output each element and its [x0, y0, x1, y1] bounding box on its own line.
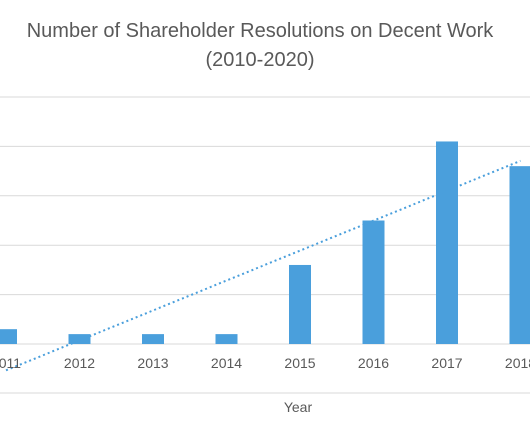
bar-2014	[215, 334, 238, 344]
x-tick-label: 2011	[0, 355, 21, 371]
chart-title: Number of Shareholder Resolutions on Dec…	[26, 20, 494, 42]
bar-2015	[289, 264, 311, 344]
bar-2017	[436, 141, 458, 344]
x-tick-labels: 2011 2012 2013 2014 2015 2016 2017 2018	[0, 355, 530, 371]
x-tick-label: 2013	[137, 355, 168, 371]
x-tick-label: 2015	[284, 355, 315, 371]
x-tick-label: 2016	[358, 355, 389, 371]
bar-2018	[509, 166, 530, 344]
x-tick-label: 2018	[505, 355, 530, 371]
bars	[0, 141, 530, 344]
x-axis-label: Year	[284, 399, 313, 415]
bar-2016	[362, 220, 385, 344]
x-tick-label: 2014	[211, 355, 242, 371]
bar-2011	[0, 329, 17, 344]
chart-subtitle: (2010-2020)	[205, 49, 315, 71]
bar-2013	[142, 334, 164, 344]
bar-2012	[68, 334, 91, 344]
x-tick-label: 2012	[64, 355, 95, 371]
x-tick-label: 2017	[431, 355, 462, 371]
